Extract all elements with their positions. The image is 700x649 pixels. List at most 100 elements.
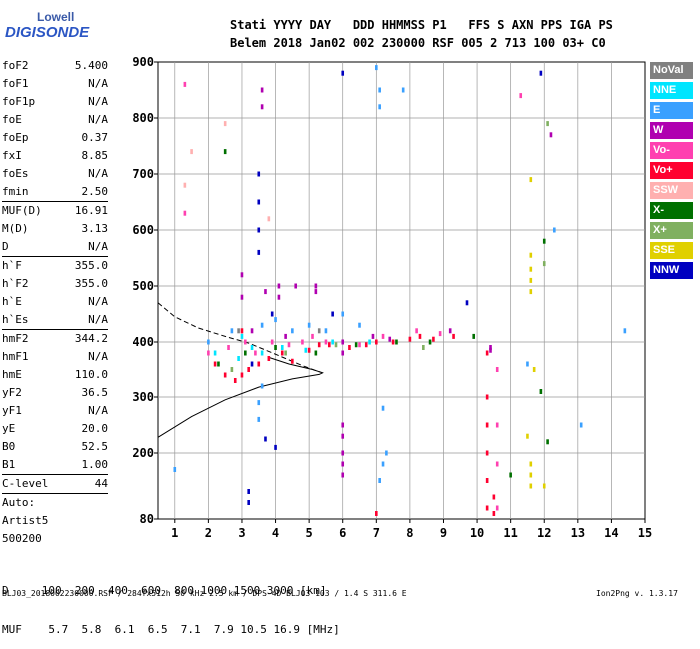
data-point — [341, 350, 345, 356]
data-point — [341, 472, 345, 478]
data-point — [341, 422, 345, 428]
param-row: foEp 0.37 — [2, 129, 108, 147]
data-point — [233, 378, 237, 383]
data-point — [240, 333, 244, 339]
data-point — [395, 339, 398, 345]
param-row: M(D) 3.13 — [2, 220, 108, 238]
data-point — [183, 182, 187, 188]
param-name: yE — [2, 422, 16, 435]
data-point — [418, 333, 422, 339]
y-tick-label: 300 — [132, 390, 154, 404]
data-point — [391, 339, 395, 345]
param-name: foE — [2, 113, 22, 126]
data-point — [223, 149, 227, 155]
x-tick-label: 15 — [638, 526, 652, 540]
data-point — [230, 328, 234, 334]
data-point — [247, 489, 250, 494]
param-row: MUF(D) 16.91 — [2, 202, 108, 220]
data-point — [529, 266, 533, 272]
data-point — [553, 227, 556, 233]
param-name: yF2 — [2, 386, 22, 399]
param-name: foF1p — [2, 95, 36, 108]
data-point — [526, 433, 529, 439]
data-point — [401, 87, 405, 93]
data-point — [331, 311, 334, 317]
data-point — [257, 227, 261, 233]
data-point — [489, 345, 492, 350]
data-point — [529, 252, 533, 258]
data-point — [264, 436, 267, 442]
data-point — [492, 494, 496, 500]
data-point — [432, 336, 435, 342]
param-row: fmin 2.50 — [2, 183, 108, 202]
parameter-table: foF2 5.400 foF1 N/A foF1p N/A foE N/A foEp 0.37 fx… — [2, 57, 108, 548]
param-row: fxI 8.85 — [2, 147, 108, 165]
data-point — [375, 339, 378, 345]
data-point — [485, 450, 489, 456]
data-point — [173, 467, 177, 472]
y-tick-label: 700 — [132, 167, 154, 181]
data-point — [280, 345, 284, 350]
data-point — [364, 342, 368, 348]
data-point — [529, 177, 533, 183]
data-point — [472, 333, 476, 339]
data-point — [274, 345, 277, 350]
data-point — [448, 328, 452, 334]
data-point — [317, 328, 321, 334]
data-point — [270, 311, 274, 317]
logo-lowell: Lowell — [37, 10, 75, 24]
data-point — [301, 339, 304, 345]
data-point — [183, 210, 187, 216]
data-point — [495, 367, 499, 372]
data-point — [267, 216, 271, 222]
param-value: 0.37 — [81, 131, 109, 144]
data-point — [529, 289, 533, 295]
param-name: h`Es — [2, 313, 29, 326]
param-name: h`E — [2, 295, 22, 308]
param-value: 44 — [94, 477, 108, 490]
data-point — [307, 347, 311, 353]
param-value: 355.0 — [74, 259, 108, 272]
data-point — [341, 450, 345, 456]
data-point — [314, 350, 318, 356]
data-point — [348, 345, 351, 350]
data-point — [358, 342, 361, 348]
data-point — [260, 383, 264, 389]
param-value: N/A — [88, 113, 108, 126]
data-point — [331, 339, 334, 345]
data-point — [519, 93, 523, 99]
data-point — [207, 350, 210, 356]
param-row: h`F 355.0 — [2, 257, 108, 275]
data-point — [368, 339, 371, 345]
data-point — [244, 350, 247, 356]
data-point — [371, 333, 375, 339]
param-row: foF1p N/A — [2, 93, 108, 111]
data-point — [267, 356, 271, 361]
data-point — [230, 367, 234, 372]
data-point — [237, 328, 240, 334]
legend-item-nnw: NNW — [650, 262, 693, 279]
param-name: B0 — [2, 440, 16, 453]
data-point — [492, 511, 496, 516]
data-point — [247, 500, 250, 505]
param-value: 344.2 — [74, 332, 108, 345]
data-point — [284, 333, 287, 339]
distance-muf-scale: D 100 200 400 600 800 1000 1500 3000 [km… — [2, 558, 340, 649]
data-point — [317, 342, 321, 348]
param-name: Auto: — [2, 496, 36, 509]
data-point — [260, 350, 264, 356]
data-point — [341, 311, 345, 317]
data-point — [190, 149, 193, 155]
data-point — [623, 328, 627, 334]
param-name: M(D) — [2, 222, 29, 235]
x-tick-label: 5 — [306, 526, 313, 540]
data-point — [237, 356, 240, 361]
data-point — [495, 422, 499, 428]
param-value: 355.0 — [74, 277, 108, 290]
param-name: hmE — [2, 368, 22, 381]
param-value: 110.0 — [74, 368, 108, 381]
data-point — [489, 347, 492, 353]
x-tick-label: 8 — [406, 526, 413, 540]
x-tick-label: 6 — [339, 526, 346, 540]
param-value: 52.5 — [81, 440, 109, 453]
